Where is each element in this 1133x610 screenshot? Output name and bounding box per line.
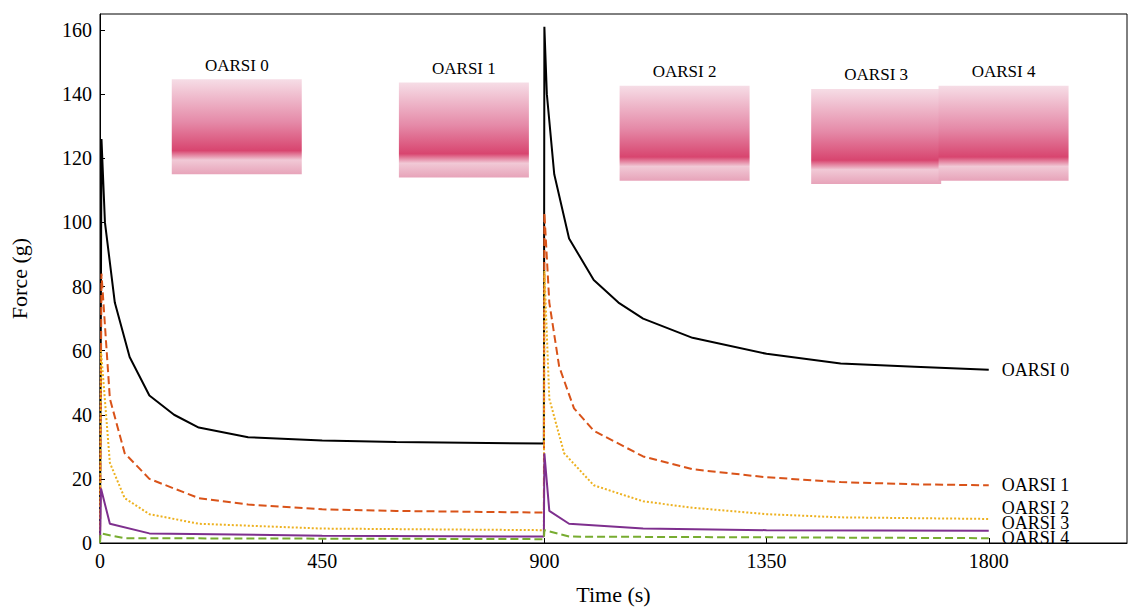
svg-text:120: 120 [62, 147, 92, 169]
svg-text:OARSI 4: OARSI 4 [972, 62, 1036, 81]
svg-text:40: 40 [72, 404, 92, 426]
svg-text:Time (s): Time (s) [576, 582, 650, 607]
svg-text:OARSI 4: OARSI 4 [1002, 528, 1070, 548]
svg-text:20: 20 [72, 468, 92, 490]
svg-text:OARSI 0: OARSI 0 [1002, 360, 1070, 380]
svg-text:OARSI 3: OARSI 3 [844, 65, 908, 84]
svg-text:0: 0 [95, 550, 105, 572]
svg-text:900: 900 [529, 550, 559, 572]
svg-text:OARSI 2: OARSI 2 [1001, 498, 1070, 519]
svg-text:OARSI 2: OARSI 2 [653, 62, 717, 81]
svg-text:1350: 1350 [747, 550, 787, 572]
svg-text:Force (g): Force (g) [7, 238, 32, 319]
svg-text:160: 160 [62, 19, 92, 41]
svg-text:450: 450 [307, 550, 337, 572]
svg-text:140: 140 [62, 83, 92, 105]
svg-text:OARSI 1: OARSI 1 [1002, 475, 1070, 495]
svg-text:80: 80 [72, 276, 92, 298]
svg-text:OARSI 0: OARSI 0 [205, 56, 269, 75]
svg-text:OARSI 3: OARSI 3 [1001, 513, 1070, 534]
svg-text:60: 60 [72, 340, 92, 362]
svg-text:OARSI 1: OARSI 1 [432, 59, 496, 78]
svg-text:100: 100 [62, 211, 92, 233]
svg-text:1800: 1800 [969, 550, 1009, 572]
svg-text:0: 0 [82, 532, 92, 554]
